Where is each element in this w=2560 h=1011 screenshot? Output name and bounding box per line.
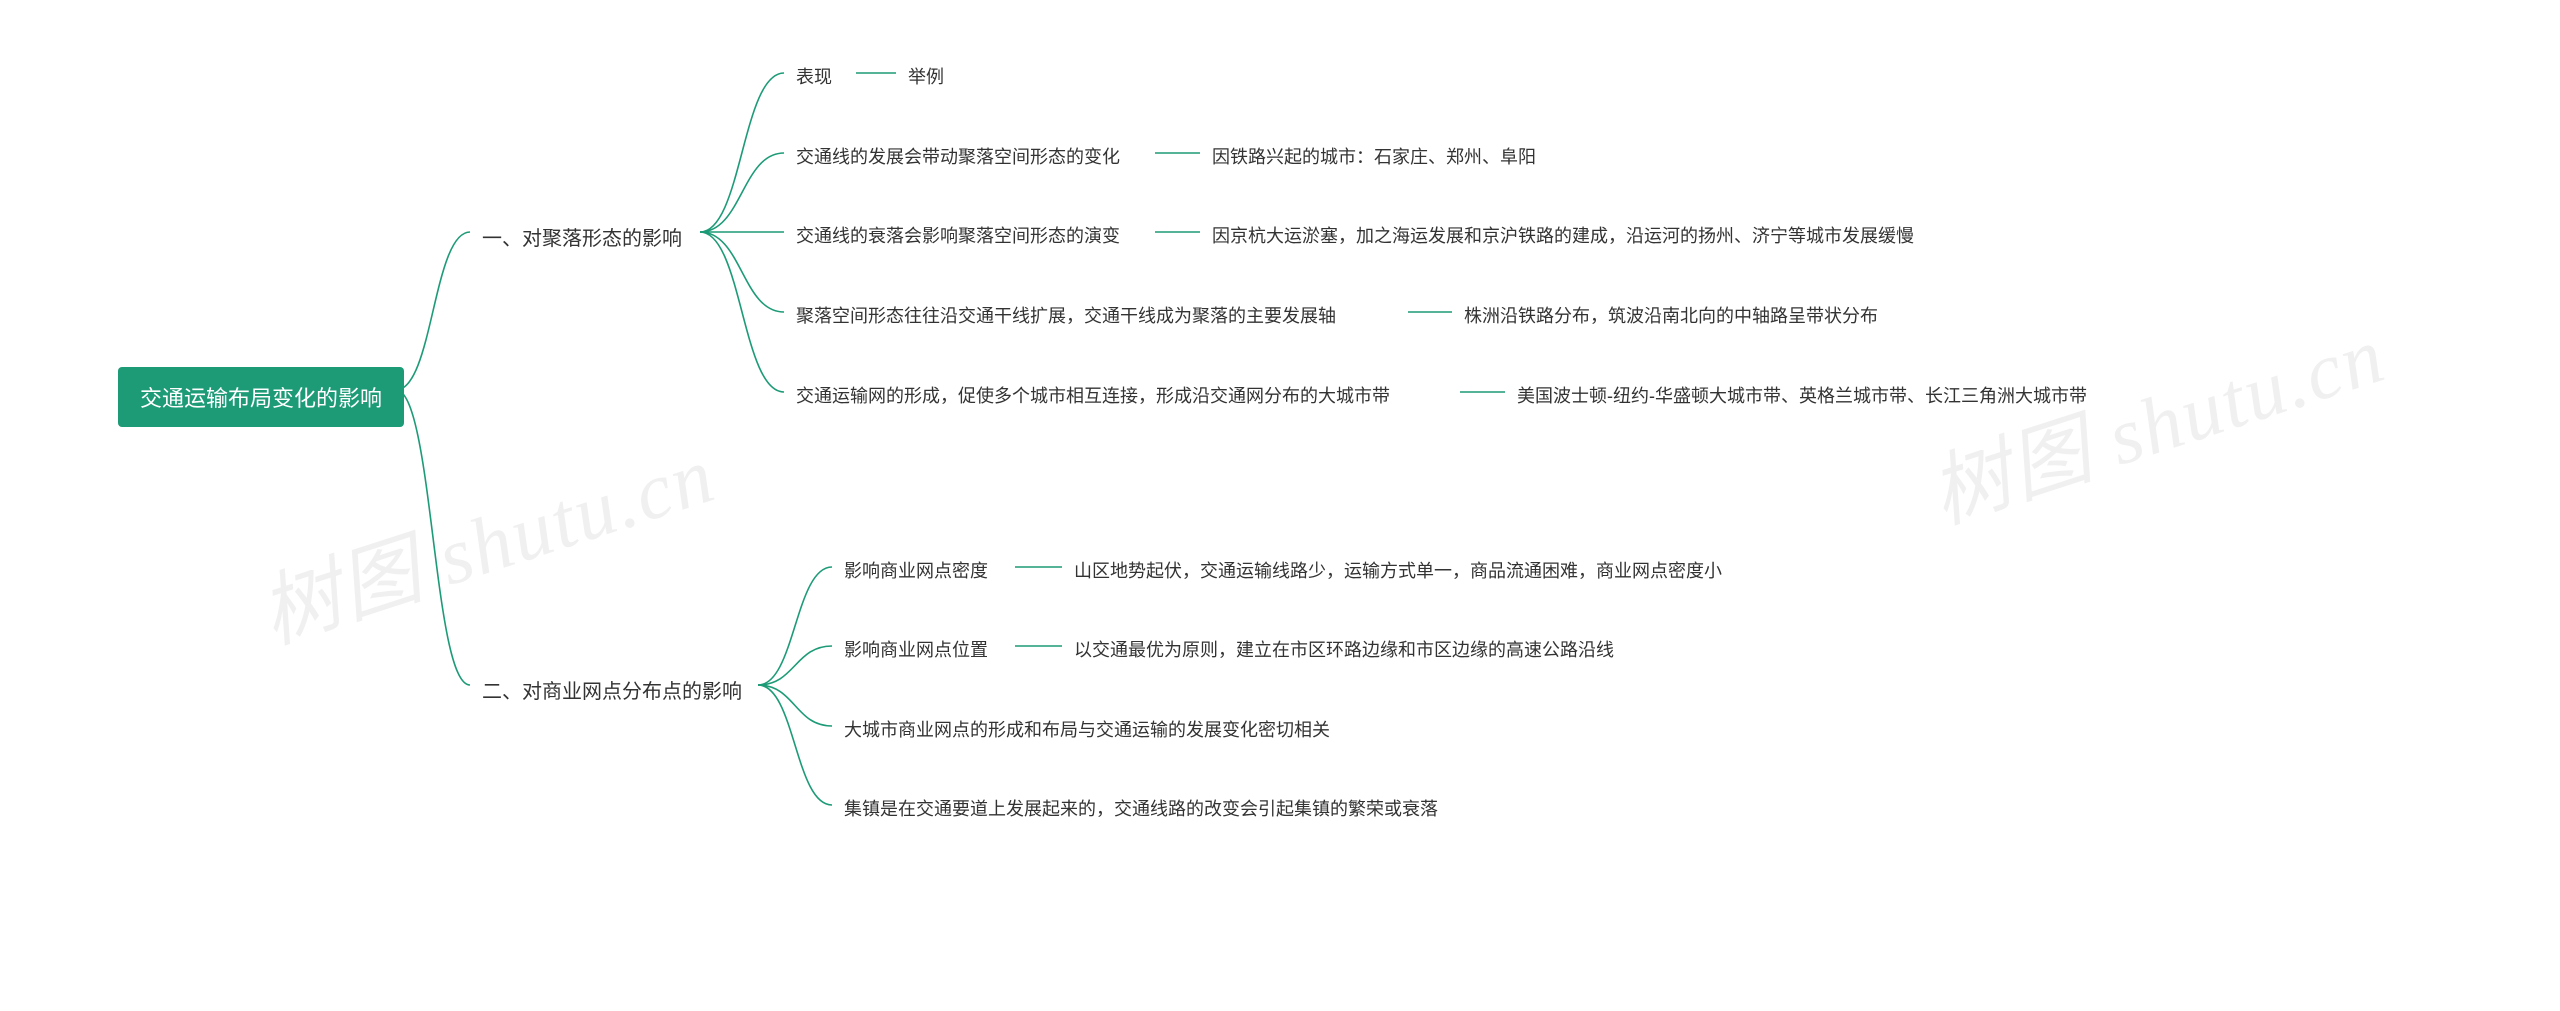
edge-5 xyxy=(700,232,784,312)
node-b2_1[interactable]: 影响商业网点密度 xyxy=(832,551,1000,589)
node-label: 因铁路兴起的城市：石家庄、郑州、阜阳 xyxy=(1212,147,1536,167)
node-label: 影响商业网点位置 xyxy=(844,640,988,660)
node-label: 举例 xyxy=(908,67,944,87)
node-b1_2[interactable]: 交通线的发展会带动聚落空间形态的变化 xyxy=(784,137,1132,175)
node-label: 集镇是在交通要道上发展起来的，交通线路的改变会引起集镇的繁荣或衰落 xyxy=(844,799,1438,819)
node-label: 交通运输布局变化的影响 xyxy=(140,386,382,411)
edge-14 xyxy=(758,685,832,726)
node-label: 交通线的衰落会影响聚落空间形态的演变 xyxy=(796,226,1120,246)
node-label: 一、对聚落形态的影响 xyxy=(482,228,682,250)
node-b2[interactable]: 二、对商业网点分布点的影响 xyxy=(470,669,754,710)
node-b1_3a[interactable]: 因京杭大运淤塞，加之海运发展和京沪铁路的建成，沿运河的扬州、济宁等城市发展缓慢 xyxy=(1200,216,1926,254)
node-b1_2a[interactable]: 因铁路兴起的城市：石家庄、郑州、阜阳 xyxy=(1200,137,1548,175)
node-label: 影响商业网点密度 xyxy=(844,561,988,581)
edge-3 xyxy=(700,153,784,232)
edge-13 xyxy=(758,646,832,685)
node-b1_4[interactable]: 聚落空间形态往往沿交通干线扩展，交通干线成为聚落的主要发展轴 xyxy=(784,296,1348,334)
node-root[interactable]: 交通运输布局变化的影响 xyxy=(118,367,404,427)
edge-1 xyxy=(396,390,470,685)
node-label: 大城市商业网点的形成和布局与交通运输的发展变化密切相关 xyxy=(844,720,1330,740)
watermark-2: 树图 shutu.cn xyxy=(1914,290,2398,546)
node-label: 以交通最优为原则，建立在市区环路边缘和市区边缘的高速公路沿线 xyxy=(1074,640,1614,660)
watermark-1: 树图 shutu.cn xyxy=(244,410,728,666)
node-label: 株洲沿铁路分布，筑波沿南北向的中轴路呈带状分布 xyxy=(1464,306,1878,326)
node-label: 因京杭大运淤塞，加之海运发展和京沪铁路的建成，沿运河的扬州、济宁等城市发展缓慢 xyxy=(1212,226,1914,246)
node-label: 聚落空间形态往往沿交通干线扩展，交通干线成为聚落的主要发展轴 xyxy=(796,306,1336,326)
node-b2_2a[interactable]: 以交通最优为原则，建立在市区环路边缘和市区边缘的高速公路沿线 xyxy=(1062,630,1626,668)
node-b2_2[interactable]: 影响商业网点位置 xyxy=(832,630,1000,668)
node-b1_3[interactable]: 交通线的衰落会影响聚落空间形态的演变 xyxy=(784,216,1132,254)
node-label: 二、对商业网点分布点的影响 xyxy=(482,681,742,703)
edge-12 xyxy=(758,567,832,685)
node-b2_3[interactable]: 大城市商业网点的形成和布局与交通运输的发展变化密切相关 xyxy=(832,710,1342,748)
node-label: 美国波士顿-纽约-华盛顿大城市带、英格兰城市带、长江三角洲大城市带 xyxy=(1517,386,2087,406)
node-b1_4a[interactable]: 株洲沿铁路分布，筑波沿南北向的中轴路呈带状分布 xyxy=(1452,296,1890,334)
node-b2_1a[interactable]: 山区地势起伏，交通运输线路少，运输方式单一，商品流通困难，商业网点密度小 xyxy=(1062,551,1734,589)
node-b1_5[interactable]: 交通运输网的形成，促使多个城市相互连接，形成沿交通网分布的大城市带 xyxy=(784,376,1402,414)
node-label: 交通线的发展会带动聚落空间形态的变化 xyxy=(796,147,1120,167)
node-b1_1[interactable]: 表现 xyxy=(784,57,844,95)
node-label: 交通运输网的形成，促使多个城市相互连接，形成沿交通网分布的大城市带 xyxy=(796,386,1390,406)
edge-0 xyxy=(396,232,470,390)
node-b1[interactable]: 一、对聚落形态的影响 xyxy=(470,216,694,257)
node-b1_1a[interactable]: 举例 xyxy=(896,57,956,95)
edge-2 xyxy=(700,73,784,232)
edge-6 xyxy=(700,232,784,392)
node-b2_4[interactable]: 集镇是在交通要道上发展起来的，交通线路的改变会引起集镇的繁荣或衰落 xyxy=(832,789,1450,827)
node-label: 表现 xyxy=(796,67,832,87)
edge-15 xyxy=(758,685,832,805)
node-label: 山区地势起伏，交通运输线路少，运输方式单一，商品流通困难，商业网点密度小 xyxy=(1074,561,1722,581)
node-b1_5a[interactable]: 美国波士顿-纽约-华盛顿大城市带、英格兰城市带、长江三角洲大城市带 xyxy=(1505,376,2099,414)
